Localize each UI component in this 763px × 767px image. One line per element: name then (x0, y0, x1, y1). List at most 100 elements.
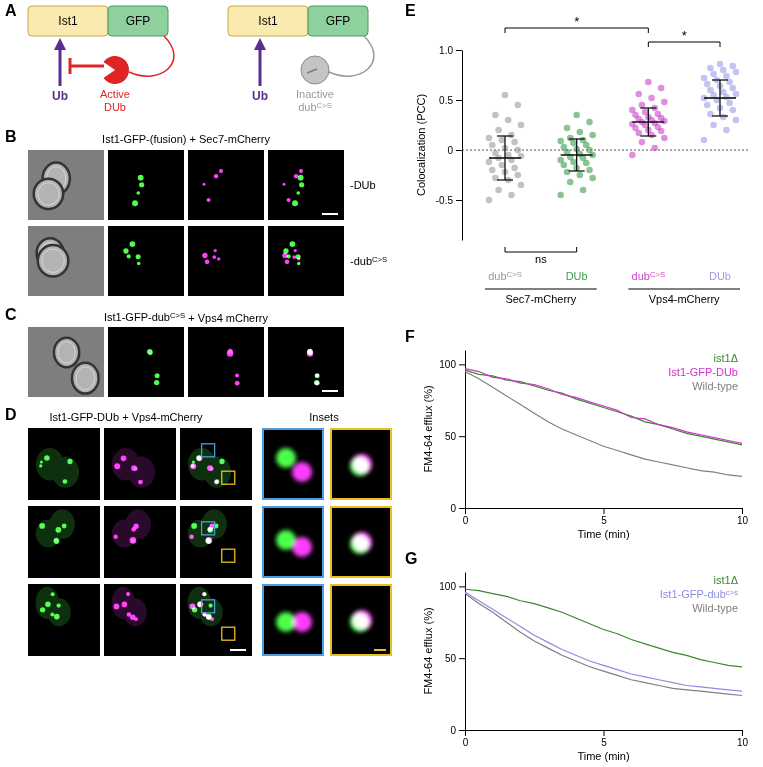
micrograph (104, 428, 176, 500)
inset-bg (330, 506, 392, 578)
ub-label-part: Ub (52, 89, 68, 103)
tick-label: 1.0 (439, 45, 453, 56)
dot-magenta (210, 467, 214, 471)
dot-magenta (206, 615, 212, 621)
tag-label: GFP (326, 14, 351, 28)
dot-magenta (217, 257, 220, 260)
tick-mark (459, 364, 465, 365)
axis-title-part: Colocalization (PCC) (415, 94, 427, 196)
dot-magenta (287, 198, 291, 202)
micrograph-bg (28, 428, 100, 500)
annotation-text: * (574, 14, 579, 29)
point (586, 167, 593, 174)
group-label-part: Sec7-mCherry (505, 293, 576, 305)
line (465, 369, 742, 444)
category-label: DUb (566, 270, 588, 282)
point (707, 87, 714, 94)
point (730, 63, 737, 70)
legend-label: Ist1-GFP-DUb (668, 366, 738, 378)
point (557, 138, 564, 145)
tick-mark (459, 658, 465, 659)
tag-box (108, 6, 168, 36)
dot-green (296, 191, 300, 195)
panel-title: Ist1-GFP-dubC>S + Vps4 mCherry (104, 311, 269, 324)
enzyme-label: dubC>S (298, 101, 332, 113)
point (564, 125, 571, 132)
inset-box (202, 600, 215, 613)
micrograph (188, 327, 264, 397)
row-label-part: -dub (350, 255, 372, 267)
panel-title-part: Insets (309, 411, 339, 423)
dot-magenta (282, 253, 287, 258)
micrograph (104, 584, 176, 656)
micrograph (268, 150, 344, 220)
dot-green (136, 254, 141, 259)
point (629, 107, 636, 114)
dot-magenta (130, 537, 137, 544)
tick: 0 (447, 145, 462, 156)
inset-box (202, 522, 215, 535)
inset-box (222, 549, 235, 562)
tick: 50 (445, 431, 465, 442)
inset-border (331, 585, 391, 655)
enzyme-label-part: C>S (317, 101, 332, 110)
enzyme-inactive (301, 56, 329, 84)
point (648, 95, 655, 102)
category-label-part: DUb (709, 270, 731, 282)
dot-green (215, 479, 220, 484)
inset-box (202, 444, 215, 457)
point (561, 144, 568, 151)
tether (329, 36, 374, 76)
dot-magenta (292, 255, 296, 259)
dot-green (191, 523, 197, 529)
enzyme-label: DUb (104, 101, 126, 113)
dot-green (45, 602, 51, 608)
dot-magenta (113, 535, 117, 539)
inset-box (222, 471, 235, 484)
axis-line (465, 573, 466, 731)
cell-inner (76, 367, 95, 390)
point (515, 102, 522, 109)
dot-magenta (138, 480, 143, 485)
group-label: Vps4-mCherry (649, 293, 720, 305)
blob-magenta (352, 454, 372, 474)
point (489, 142, 496, 149)
cell-haze (52, 456, 79, 487)
dot-magenta (212, 255, 216, 259)
dot-magenta (133, 524, 138, 529)
scale-bar (322, 390, 338, 392)
protein-box (28, 6, 108, 36)
y-axis: -0.500.51.0 (436, 45, 463, 241)
dot-green (292, 200, 298, 206)
point (720, 114, 727, 121)
axis-line (462, 51, 463, 241)
micrograph (28, 584, 100, 656)
dot-magenta (202, 253, 207, 258)
cell-haze (128, 456, 155, 487)
tether (129, 36, 174, 76)
dot-green (39, 464, 42, 467)
dot-green (67, 459, 72, 464)
point (492, 112, 499, 119)
panel-title-part: Ist1-GFP-(fusion) + Sec7-mCherry (102, 133, 270, 145)
legend-label: Wild-type (692, 380, 738, 392)
cell-inner (42, 249, 65, 272)
annotation: * (648, 28, 720, 47)
point (710, 122, 717, 129)
tick: 0 (463, 508, 469, 526)
point (508, 192, 515, 199)
dot-magenta (121, 456, 127, 462)
legend-label: Wild-type (692, 602, 738, 614)
ub-arrow (259, 44, 262, 86)
y-axis: 050100 (439, 573, 465, 736)
annotation: ns (505, 247, 577, 265)
enzyme-label-part: Active (100, 88, 130, 100)
cell-haze (202, 509, 227, 539)
micrograph-bg (28, 226, 104, 296)
inset-border (331, 507, 391, 577)
micrograph-bg (28, 506, 100, 578)
blob-magenta (292, 612, 312, 632)
error-cap (497, 135, 513, 136)
inset-bg (330, 584, 392, 656)
plot-area (465, 589, 742, 695)
